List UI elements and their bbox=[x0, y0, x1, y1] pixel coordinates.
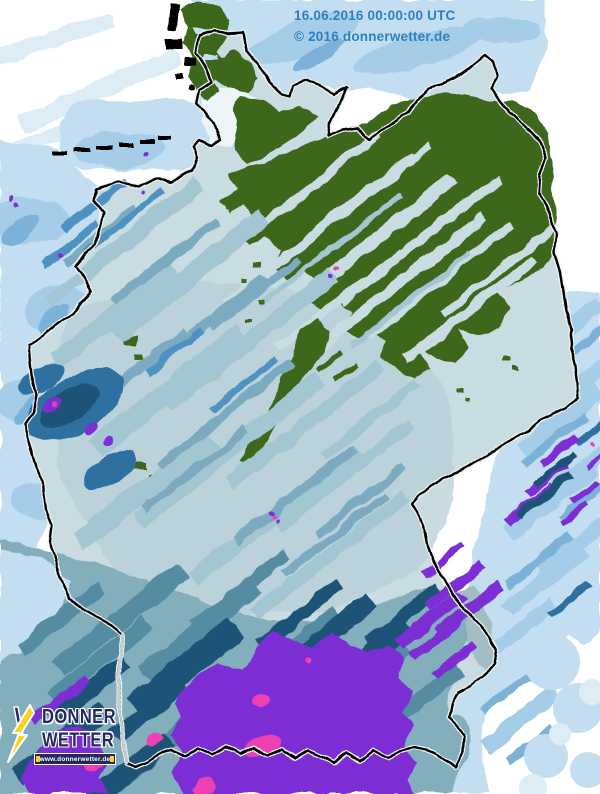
logo-url: www.donnerwetter.de bbox=[39, 755, 111, 763]
logo-bar-accent-left bbox=[35, 756, 40, 762]
germany-border-layer bbox=[23, 3, 581, 770]
germany-border bbox=[24, 28, 580, 769]
north-frisian-islands bbox=[165, 3, 196, 91]
donnerwetter-logo: DONNER WETTER www.donnerwetter.de bbox=[6, 704, 118, 766]
heavy-rain-south bbox=[0, 435, 580, 794]
logo-line1: DONNER bbox=[42, 706, 116, 728]
east-frisian-islands bbox=[52, 136, 170, 156]
rhine-border-segment bbox=[116, 632, 129, 765]
timestamp-label: 16.06.2016 00:00:00 UTC bbox=[294, 8, 456, 23]
lightning-bolt-icon bbox=[7, 704, 35, 763]
logo-bar-accent-right bbox=[110, 756, 115, 762]
copyright-label: © 2016 donnerwetter.de bbox=[294, 29, 450, 44]
rain-streaks-inland bbox=[9, 153, 421, 620]
logo-line2: WETTER bbox=[42, 729, 115, 752]
logo-wordmark: DONNER WETTER bbox=[42, 706, 116, 752]
logo-url-bar: www.donnerwetter.de bbox=[34, 753, 116, 765]
radar-range-edge bbox=[519, 634, 600, 794]
map-header: 16.06.2016 00:00:00 UTC © 2016 donnerwet… bbox=[294, 8, 456, 44]
